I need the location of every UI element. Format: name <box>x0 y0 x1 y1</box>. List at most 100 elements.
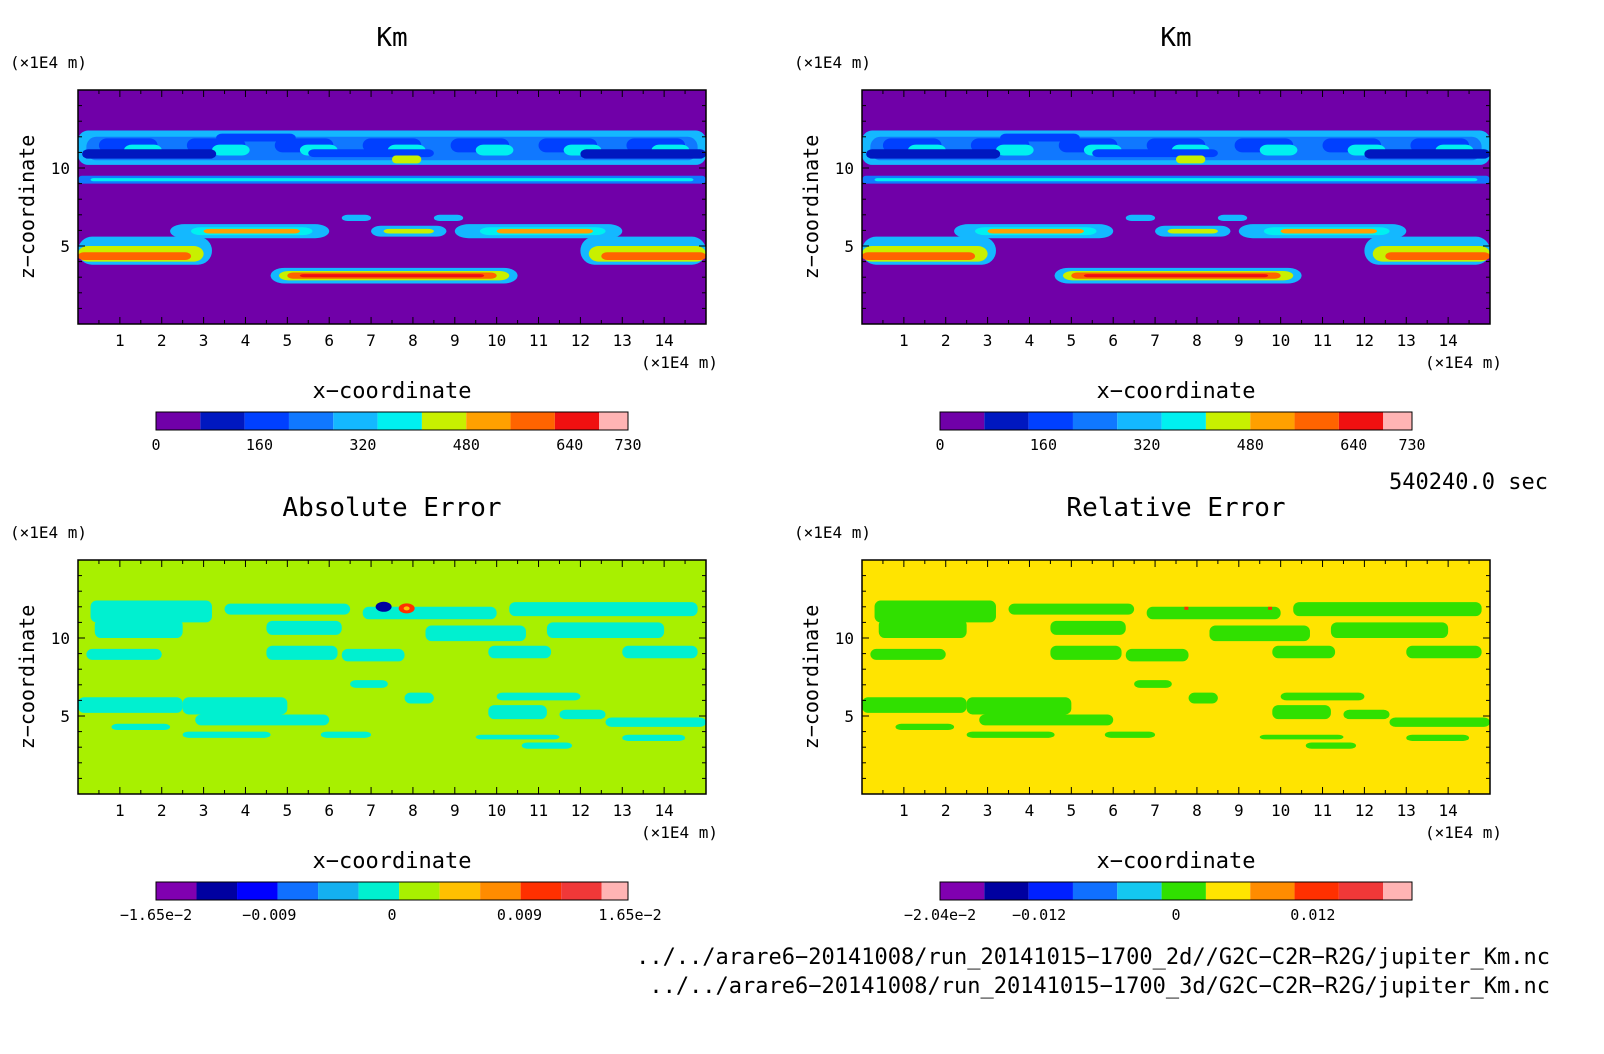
x-tick-label: 9 <box>1234 801 1244 820</box>
x-tick-label: 5 <box>1067 801 1077 820</box>
y-unit-label: (×1E4 m) <box>794 523 871 542</box>
colorbar-label: 320 <box>349 436 376 454</box>
colorbar-swatch <box>1117 412 1162 430</box>
colorbar-swatch <box>1338 882 1384 900</box>
colorbar-frame <box>155 881 629 901</box>
x-tick-label: 8 <box>1192 801 1202 820</box>
colorbar-swatch <box>940 412 985 430</box>
x-axis-label: x−coordinate <box>313 849 472 874</box>
colorbar-label: 0.012 <box>1290 906 1335 924</box>
x-tick-label: 4 <box>1025 331 1035 350</box>
x-axis-label: x−coordinate <box>313 379 472 404</box>
colorbar-label: 0.009 <box>497 906 542 924</box>
x-tick-label: 13 <box>613 331 632 350</box>
colorbar-swatch <box>601 882 628 900</box>
colorbar-label: 0 <box>935 436 944 454</box>
colorbar-frame <box>939 411 1413 431</box>
x-tick-label: 2 <box>157 331 167 350</box>
y-tick-label: 5 <box>844 237 854 256</box>
colorbar-label: 320 <box>1133 436 1160 454</box>
colorbar-swatch <box>196 882 238 900</box>
colorbar-swatch <box>1161 882 1206 900</box>
x-tick-label: 2 <box>941 801 951 820</box>
y-axis-label: z−coordinate <box>799 135 823 280</box>
y-tick-label: 10 <box>51 629 70 648</box>
plot-title: Km <box>1160 23 1191 53</box>
x-tick-label: 13 <box>1397 801 1416 820</box>
x-tick-label: 9 <box>450 331 460 350</box>
y-tick-label: 5 <box>60 707 70 726</box>
x-tick-label: 3 <box>199 801 209 820</box>
x-tick-label: 11 <box>529 801 548 820</box>
plot-area <box>862 560 1490 794</box>
file-path-1: ../../arare6−20141008/run_20141015−1700_… <box>636 945 1550 970</box>
colorbar-swatch <box>1294 882 1339 900</box>
x-tick-label: 14 <box>1439 801 1458 820</box>
x-tick-label: 14 <box>1439 331 1458 350</box>
x-tick-label: 14 <box>655 801 674 820</box>
x-tick-label: 6 <box>1108 801 1118 820</box>
x-tick-label: 4 <box>241 801 251 820</box>
colorbar-swatch <box>1338 412 1384 430</box>
colorbar-swatch <box>1205 882 1251 900</box>
x-unit-label: (×1E4 m) <box>641 353 718 372</box>
y-tick-label: 10 <box>835 159 854 178</box>
x-tick-label: 6 <box>324 331 334 350</box>
x-tick-label: 4 <box>241 331 251 350</box>
plot-title: Relative Error <box>1066 493 1285 523</box>
colorbar-swatch <box>1294 412 1339 430</box>
colorbar-swatch <box>1028 412 1073 430</box>
plot-area <box>78 560 706 794</box>
colorbar-swatch <box>1383 882 1412 900</box>
x-tick-label: 10 <box>487 331 506 350</box>
colorbar-swatch <box>1028 882 1073 900</box>
x-tick-label: 7 <box>366 801 376 820</box>
x-unit-label: (×1E4 m) <box>641 823 718 842</box>
x-tick-label: 6 <box>324 801 334 820</box>
x-tick-label: 11 <box>1313 801 1332 820</box>
y-axis-label: z−coordinate <box>799 605 823 750</box>
x-tick-label: 1 <box>899 331 909 350</box>
colorbar-label: 0 <box>151 436 160 454</box>
colorbar-swatch <box>200 412 245 430</box>
plot-svg: Absolute Error(×1E4 m)1 2 3 4 5 6 7 8 9 10 11 12 13 1… <box>10 493 718 924</box>
colorbar-label: −1.65e−2 <box>120 906 192 924</box>
x-axis-label: x−coordinate <box>1097 379 1256 404</box>
x-tick-label: 12 <box>1355 801 1374 820</box>
plot-svg: Relative Error(×1E4 m)1 2 3 4 5 6 7 8 9 10 11 12 13 1… <box>794 493 1502 924</box>
y-axis-label: z−coordinate <box>15 605 39 750</box>
colorbar-swatch <box>399 882 440 900</box>
plot-area <box>78 90 706 324</box>
plot-title: Km <box>376 23 407 53</box>
colorbar-label: −2.04e−2 <box>904 906 976 924</box>
y-tick-label: 5 <box>844 707 854 726</box>
y-axis-label: z−coordinate <box>15 135 39 280</box>
x-tick-label: 7 <box>1150 801 1160 820</box>
x-tick-label: 5 <box>283 331 293 350</box>
contour-field <box>862 130 1490 284</box>
x-tick-label: 9 <box>1234 331 1244 350</box>
colorbar-label: 730 <box>614 436 641 454</box>
x-tick-label: 2 <box>941 331 951 350</box>
y-unit-label: (×1E4 m) <box>10 53 87 72</box>
colorbar-label: 160 <box>1030 436 1057 454</box>
colorbar-swatch <box>984 882 1029 900</box>
x-tick-label: 13 <box>1397 331 1416 350</box>
x-tick-label: 10 <box>487 801 506 820</box>
colorbar-swatch <box>333 412 378 430</box>
colorbar-label: 640 <box>556 436 583 454</box>
y-unit-label: (×1E4 m) <box>794 53 871 72</box>
colorbar-swatch <box>510 412 555 430</box>
y-tick-label: 10 <box>51 159 70 178</box>
file-path-2: ../../arare6−20141008/run_20141015−1700_… <box>649 974 1550 999</box>
colorbar-swatch <box>237 882 278 900</box>
x-tick-label: 1 <box>115 801 125 820</box>
x-tick-label: 12 <box>1355 331 1374 350</box>
x-tick-label: 12 <box>571 331 590 350</box>
x-tick-label: 8 <box>1192 331 1202 350</box>
colorbar-swatch <box>377 412 422 430</box>
y-tick-label: 5 <box>60 237 70 256</box>
x-tick-label: 11 <box>529 331 548 350</box>
colorbar-swatch <box>318 882 359 900</box>
